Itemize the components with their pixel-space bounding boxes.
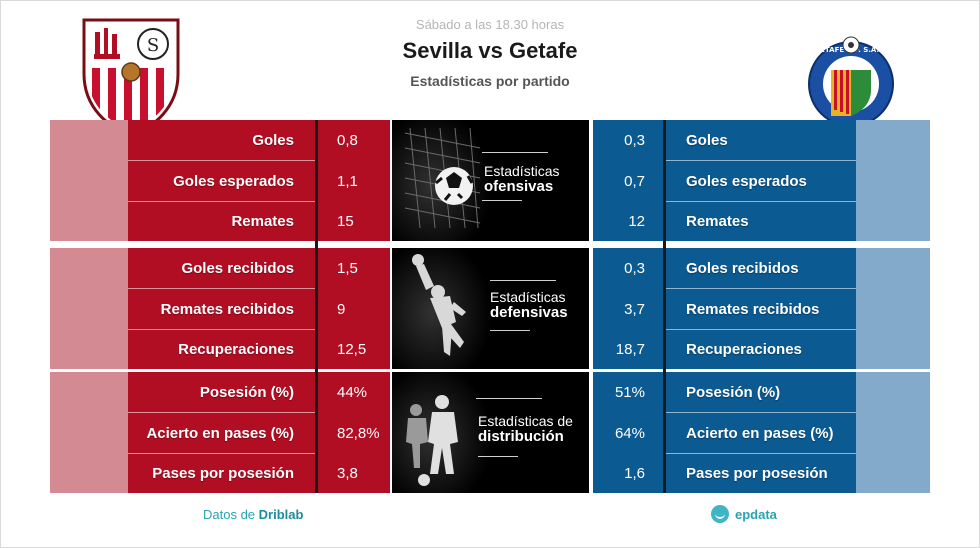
stat-label: Goles recibidos — [686, 259, 799, 277]
section-title-line2: distribución — [478, 427, 564, 445]
away-labels-ofensivas: Goles Goles esperados Remates — [666, 120, 856, 241]
data-source-name: Driblab — [258, 507, 304, 522]
epdata-brand-label: epdata — [735, 506, 777, 522]
stat-label: Goles esperados — [686, 172, 807, 190]
section-title-line2: ofensivas — [484, 177, 554, 195]
epdata-brand[interactable]: epdata — [711, 505, 777, 523]
stat-label: Remates recibidos — [686, 300, 820, 318]
home-divider — [315, 120, 318, 493]
stat-label: Acierto en pases (%) — [146, 424, 294, 442]
section-title-line1: Estadísticas de — [478, 413, 573, 429]
away-stat-value: 12 — [628, 213, 645, 230]
away-values-distribucion: 51% 64% 1,6 — [593, 372, 663, 493]
away-stat-value: 3,7 — [624, 300, 645, 318]
away-values-defensivas: 0,3 3,7 18,7 — [593, 248, 663, 369]
sevilla-crest-icon: S — [82, 18, 180, 140]
stat-label: Goles — [252, 131, 294, 149]
stat-label: Remates recibidos — [160, 300, 294, 318]
home-labels-defensivas: Goles recibidos Remates recibidos Recupe… — [128, 248, 316, 369]
stat-label: Goles recibidos — [181, 259, 294, 277]
section-header-ofensivas: Estadísticas ofensivas — [392, 120, 589, 241]
away-stat-value: 0,7 — [624, 172, 645, 190]
players-icon — [406, 395, 458, 486]
away-stat-value: 18,7 — [615, 341, 645, 358]
match-time: Sábado a las 18.30 horas — [415, 17, 565, 32]
svg-text:S: S — [147, 35, 159, 56]
home-stat-value: 0,8 — [337, 131, 358, 149]
away-fade-bar — [856, 372, 930, 493]
data-source: Datos de Driblab — [203, 507, 303, 522]
stat-label: Recuperaciones — [178, 341, 294, 358]
home-stat-value: 15 — [337, 213, 354, 230]
stat-label: Goles esperados — [173, 172, 294, 190]
epdata-logo-icon — [711, 505, 729, 523]
away-stat-value: 51% — [614, 383, 645, 401]
home-labels-ofensivas: Goles Goles esperados Remates — [128, 120, 316, 241]
away-stat-value: 64% — [614, 424, 645, 442]
away-fade-bar — [856, 120, 930, 241]
stat-label: Remates — [231, 213, 294, 230]
home-stat-value: 44% — [337, 383, 368, 401]
home-stat-value: 82,8% — [337, 424, 380, 442]
away-labels-defensivas: Goles recibidos Remates recibidos Recupe… — [666, 248, 856, 369]
home-fade-bar — [50, 248, 128, 369]
away-divider — [663, 120, 666, 493]
stat-label: Posesión (%) — [686, 383, 781, 401]
stat-label: Pases por posesión — [152, 465, 294, 482]
away-fade-bar — [856, 248, 930, 369]
home-stat-value: 9 — [337, 300, 346, 318]
getafe-crest-icon: GETAFE C.F. S.A.D. — [808, 36, 894, 127]
home-fade-bar — [50, 372, 128, 493]
home-stat-value: 3,8 — [337, 465, 358, 482]
away-labels-distribucion: Posesión (%) Acierto en pases (%) Pases … — [666, 372, 856, 493]
stat-label: Pases por posesión — [686, 465, 828, 482]
stat-label: Remates — [686, 213, 749, 230]
page-description: Estadísticas por partido — [410, 73, 570, 89]
stat-label: Posesión (%) — [199, 383, 294, 401]
home-stat-value: 1,5 — [337, 259, 358, 277]
section-header-defensivas: Estadísticas defensivas — [392, 248, 589, 369]
away-stat-value: 0,3 — [624, 131, 645, 149]
home-values-ofensivas: 0,8 1,1 15 — [318, 120, 390, 241]
home-stat-value: 12,5 — [337, 341, 367, 358]
section-title-line1: Estadísticas — [490, 289, 566, 305]
stat-label: Acierto en pases (%) — [686, 424, 834, 442]
away-values-ofensivas: 0,3 0,7 12 — [593, 120, 663, 241]
home-labels-distribucion: Posesión (%) Acierto en pases (%) Pases … — [128, 372, 316, 493]
section-title-line1: Estadísticas — [484, 163, 560, 179]
stat-label: Goles — [686, 131, 728, 149]
away-stat-value: 1,6 — [624, 465, 645, 482]
goalkeeper-icon — [412, 254, 466, 356]
page-title: Sevilla vs Getafe — [402, 38, 578, 63]
home-values-defensivas: 1,5 9 12,5 — [318, 248, 390, 369]
stat-label: Recuperaciones — [686, 341, 802, 358]
home-fade-bar — [50, 120, 128, 241]
soccer-ball-net-icon — [404, 128, 481, 229]
home-stat-value: 1,1 — [337, 172, 358, 190]
away-stat-value: 0,3 — [624, 259, 645, 277]
section-header-distribucion: Estadísticas de distribución — [392, 372, 589, 493]
data-source-prefix: Datos de — [203, 507, 256, 522]
home-values-distribucion: 44% 82,8% 3,8 — [318, 372, 390, 493]
section-title-line2: defensivas — [490, 303, 568, 321]
